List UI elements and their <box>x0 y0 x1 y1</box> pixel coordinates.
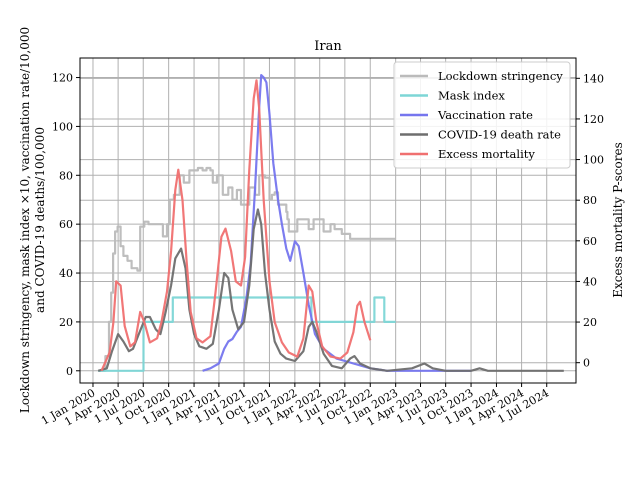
y-axis-label-line-1: Lockdown stringency, mask index ×10, vac… <box>18 27 32 413</box>
series-line-vaccination-rate <box>202 74 472 372</box>
y2-tick-label: 100 <box>583 154 604 167</box>
series-line-covid-19-death-rate <box>97 208 564 372</box>
y-axis-label-line-2: and COVID-19 deaths/100,000 <box>33 127 47 313</box>
series-layer <box>97 74 564 372</box>
y2-tick-label: 120 <box>583 113 604 126</box>
series-line-lockdown-stringency <box>98 166 396 372</box>
legend-label-excess-mortality: Excess mortality <box>438 147 535 161</box>
y2-tick-label: 40 <box>583 275 597 288</box>
legend-label-covid-19-death-rate: COVID-19 death rate <box>438 128 561 142</box>
y2-tick-label: 60 <box>583 235 597 248</box>
y2-tick-label: 140 <box>583 72 604 85</box>
y-axis-left: 0 20 40 60 80 100 120 <box>52 72 80 378</box>
y2-axis-label: Excess mortality P-scores <box>611 142 625 297</box>
y2-tick-label: 0 <box>583 357 590 370</box>
y-tick-label: 40 <box>59 267 73 280</box>
y2-tick-label: 80 <box>583 194 597 207</box>
y-tick-label: 60 <box>59 218 73 231</box>
chart-title: Iran <box>314 39 342 54</box>
plot-frame <box>79 57 577 384</box>
y-tick-label: 80 <box>59 169 73 182</box>
y-tick-label: 100 <box>52 120 73 133</box>
y-tick-label: 120 <box>52 72 73 85</box>
series-line-mask-index <box>98 296 396 372</box>
y2-tick-label: 20 <box>583 316 597 329</box>
y-axis-right: 0 20 40 60 80 100 120 140 <box>576 72 604 370</box>
legend: Lockdown stringency Mask index Vaccination… <box>393 61 571 169</box>
y-tick-label: 20 <box>59 316 73 329</box>
legend-label-vaccination-rate: Vaccination rate <box>437 108 533 122</box>
legend-label-lockdown-stringency: Lockdown stringency <box>438 69 563 83</box>
legend-box <box>393 61 571 169</box>
series-line-excess-mortality <box>100 79 372 372</box>
y-tick-label: 0 <box>66 365 73 378</box>
legend-label-mask-index: Mask index <box>438 89 505 103</box>
